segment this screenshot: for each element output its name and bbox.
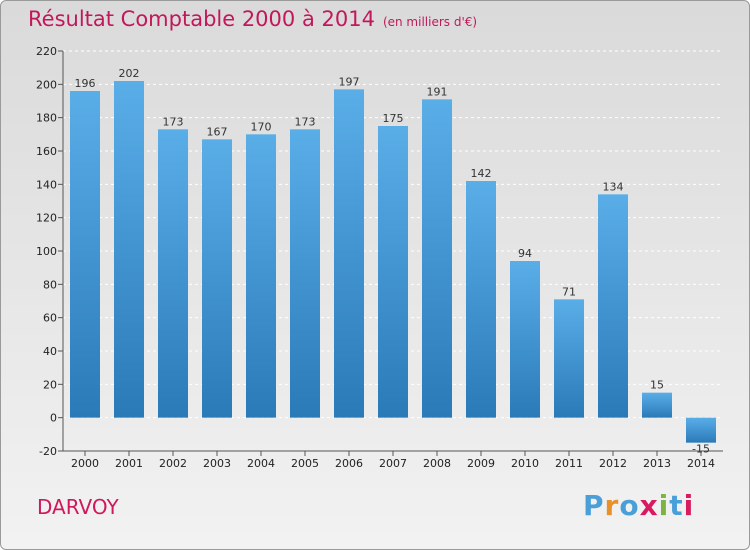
y-tick-label: 60 — [43, 312, 57, 325]
y-tick-label: 140 — [36, 178, 57, 191]
bar — [70, 91, 100, 418]
bar — [290, 129, 320, 418]
x-tick-label: 2004 — [247, 457, 275, 470]
bar — [466, 181, 496, 418]
bar-value-label: 134 — [603, 180, 624, 193]
bar-value-label: 94 — [518, 247, 532, 260]
bar — [246, 134, 276, 418]
bar-value-label: 71 — [562, 285, 576, 298]
bar — [510, 261, 540, 418]
bar-value-label: 167 — [207, 125, 228, 138]
bar — [686, 417, 716, 443]
x-tick-label: 2006 — [335, 457, 363, 470]
bar — [598, 194, 628, 418]
proxiti-logo[interactable]: Proxiti — [583, 489, 694, 522]
bar — [642, 392, 672, 418]
x-tick-label: 2001 — [115, 457, 143, 470]
x-tick-label: 2013 — [643, 457, 671, 470]
chart-subtitle: (en milliers d'€) — [382, 15, 478, 29]
bar — [114, 81, 144, 418]
bar — [422, 99, 452, 418]
bar-value-label: 196 — [75, 77, 96, 90]
logo-letter: i — [683, 489, 695, 522]
y-tick-label: 160 — [36, 145, 57, 158]
x-tick-label: 2010 — [511, 457, 539, 470]
x-tick-label: 2014 — [687, 457, 715, 470]
x-tick-label: 2009 — [467, 457, 495, 470]
y-tick-label: 40 — [43, 345, 57, 358]
bar — [334, 89, 364, 418]
bar — [554, 299, 584, 418]
y-tick-label: 100 — [36, 245, 57, 258]
y-tick-label: 120 — [36, 212, 57, 225]
x-tick-label: 2005 — [291, 457, 319, 470]
city-name: DARVOY — [37, 495, 119, 519]
y-tick-label: -20 — [39, 445, 57, 458]
bar-value-label: 15 — [650, 379, 664, 392]
logo-letter: o — [619, 489, 640, 522]
y-tick-label: 20 — [43, 378, 57, 391]
bar-value-label: 175 — [383, 112, 404, 125]
logo-letter: P — [583, 489, 605, 522]
chart-title: Résultat Comptable 2000 à 2014 (en millie… — [28, 7, 477, 31]
chart-title-text: Résultat Comptable 2000 à 2014 — [28, 7, 375, 31]
y-tick-label: 200 — [36, 78, 57, 91]
logo-letter: x — [639, 489, 659, 522]
logo-letter: i — [658, 489, 670, 522]
x-tick-label: 2008 — [423, 457, 451, 470]
bar-value-label: 170 — [251, 120, 272, 133]
bar-value-label: 191 — [427, 85, 448, 98]
bar — [202, 139, 232, 418]
bar-value-label: 173 — [163, 115, 184, 128]
bar-value-label: 142 — [471, 167, 492, 180]
bar-value-label: 197 — [339, 75, 360, 88]
y-tick-label: 80 — [43, 278, 57, 291]
x-tick-label: 2007 — [379, 457, 407, 470]
bar-value-label: -15 — [692, 443, 710, 456]
x-tick-label: 2002 — [159, 457, 187, 470]
x-tick-label: 2000 — [71, 457, 99, 470]
y-tick-label: 180 — [36, 112, 57, 125]
bar — [158, 129, 188, 418]
y-tick-label: 220 — [36, 45, 57, 58]
bar-value-label: 173 — [295, 115, 316, 128]
logo-letter: r — [604, 489, 620, 522]
logo-letter: t — [669, 489, 684, 522]
x-tick-label: 2011 — [555, 457, 583, 470]
bar — [378, 126, 408, 418]
x-tick-label: 2012 — [599, 457, 627, 470]
y-tick-label: 0 — [50, 412, 57, 425]
bar-value-label: 202 — [119, 67, 140, 80]
x-tick-label: 2003 — [203, 457, 231, 470]
